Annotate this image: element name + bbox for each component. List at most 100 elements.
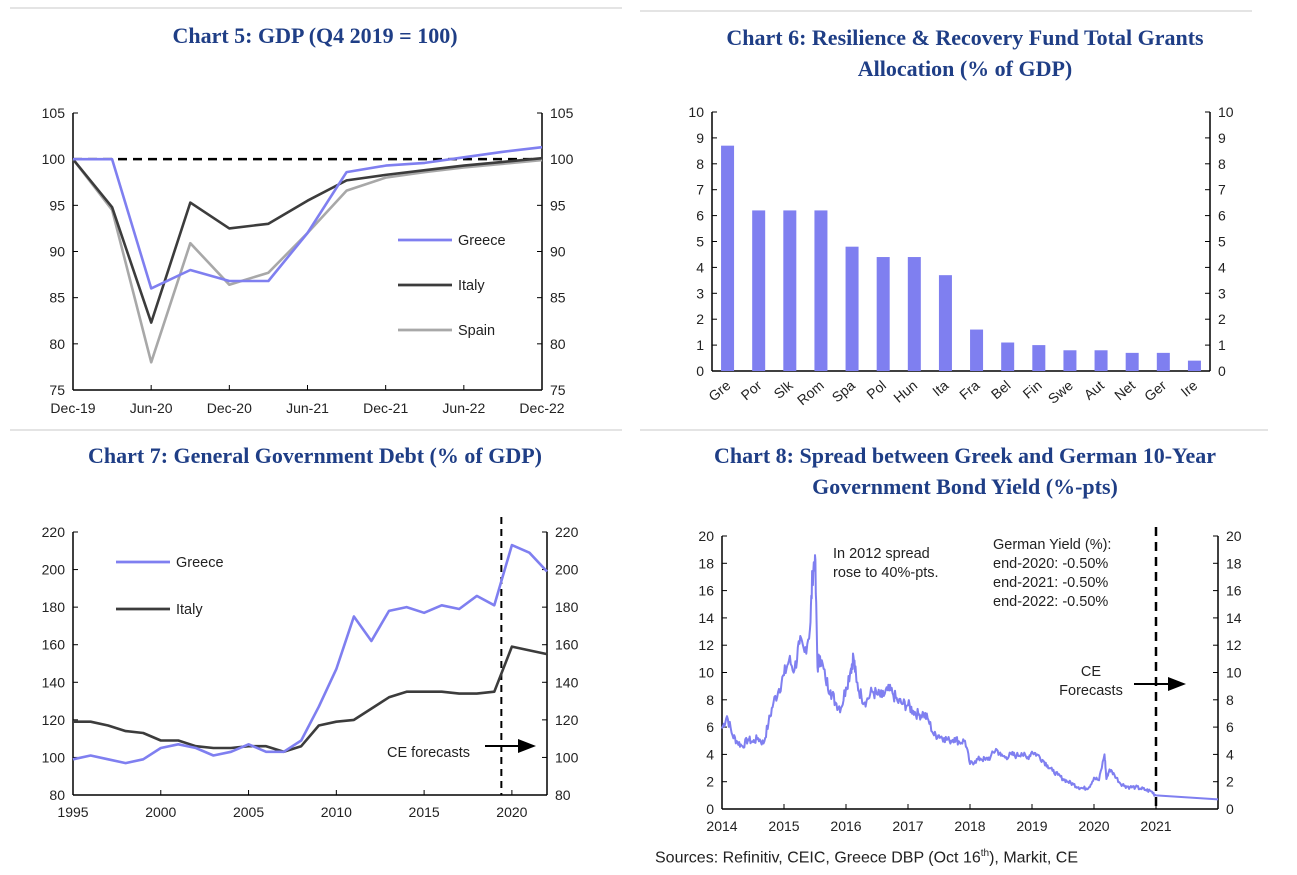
chart6-title-line1: Chart 6: Resilience & Recovery Fund Tota… [726,25,1204,50]
chart8-ytick-right: 8 [1226,692,1234,708]
chart5-xtick-label: Jun-22 [442,400,485,416]
sources-text-end: ), Markit, CE [989,849,1078,867]
chart5-ytick-left: 105 [42,105,66,121]
sources-note: Sources: Refinitiv, CEIC, Greece DBP (Oc… [655,848,1078,867]
chart8-ytick-left: 14 [698,610,714,626]
chart6-bar-rom [814,210,828,371]
chart5-legend-label-greece: Greece [458,233,506,249]
chart6-ytick-right: 6 [1218,208,1226,224]
chart6-ytick-right: 1 [1218,337,1226,353]
chart7-plot: 80 80 100 100 120 120 140 140 160 160 180 180 200 200… [42,517,579,820]
chart7-ytick-left: 160 [42,637,66,653]
chart8-ytick-left: 8 [706,692,714,708]
chart6-ytick-right: 2 [1218,311,1226,327]
chart8-annotation-spike: In 2012 spread [833,546,930,562]
chart7-forecast-label: CE forecasts [387,745,470,761]
chart6-bar-bel [1001,342,1015,371]
chart6-category-label: Bel [988,377,1014,402]
chart8-ytick-left: 0 [706,801,714,817]
chart5-ytick-right: 90 [550,244,566,260]
chart6-bar-fra [970,329,984,371]
chart6-ytick-left: 7 [696,182,704,198]
chart8-xtick-label: 2014 [706,818,737,834]
chart6-category-label: Aut [1081,377,1107,403]
chart8-ytick-right: 12 [1226,637,1242,653]
chart5-legend-label-spain: Spain [458,323,495,339]
chart6-bar-gre [721,145,735,371]
chart6-category-label: Pol [863,377,889,402]
chart6-bar-slk [783,210,797,371]
chart8-xtick-label: 2015 [768,818,799,834]
chart5-ytick-right: 85 [550,290,566,306]
chart7-xtick-label: 2010 [321,804,352,820]
chart6-category-label: Slk [771,376,797,401]
chart5-ytick-left: 75 [49,382,65,398]
chart7-ytick-left: 180 [42,599,66,615]
chart8-ytick-right: 2 [1226,774,1234,790]
chart7-xtick-label: 2015 [409,804,440,820]
chart5-series-italy [71,156,543,324]
chart8-annotation-german-yield: end-2020: -0.50% [993,556,1108,572]
chart6-bar-pol [876,257,890,371]
sources-text: Sources: Refinitiv, CEIC, Greece DBP (Oc… [655,849,981,867]
chart5-ytick-left: 80 [49,336,65,352]
chart7-ytick-right: 100 [555,749,579,765]
chart8-ytick-right: 14 [1226,610,1242,626]
chart6-bar-ire [1187,360,1201,371]
chart6-category-label: Hun [890,377,920,406]
chart6-ytick-left: 10 [688,104,704,120]
chart6-ytick-left: 4 [696,259,704,275]
chart7-forecast-arrow-head [518,739,536,753]
chart8-ytick-left: 18 [698,555,714,571]
chart6-ytick-right: 4 [1218,259,1226,275]
chart6-bar-aut [1094,350,1108,371]
chart8-ytick-right: 6 [1226,719,1234,735]
chart8-forecast-label: CE [1081,664,1101,680]
chart6-category-label: Ire [1178,377,1201,400]
chart7-ytick-left: 100 [42,749,66,765]
chart7-ytick-left: 140 [42,674,66,690]
chart7-ytick-left: 120 [42,712,66,728]
chart6-title-line2: Allocation (% of GDP) [858,56,1072,81]
chart5-ytick-left: 85 [49,290,65,306]
chart8-annotation-german-yield: end-2021: -0.50% [993,575,1108,591]
chart7-xtick-label: 2005 [233,804,264,820]
chart8-xtick-label: 2019 [1016,818,1047,834]
chart8-xtick-label: 2021 [1140,818,1171,834]
chart7-xtick-label: 2000 [145,804,176,820]
chart5-xtick-label: Dec-19 [50,400,95,416]
chart8-xtick-label: 2017 [892,818,923,834]
chart6-bar-ger [1156,352,1170,371]
chart8-ytick-right: 16 [1226,583,1242,599]
chart6-ytick-left: 6 [696,208,704,224]
chart6-ytick-left: 2 [696,311,704,327]
chart6-bar-hun [907,257,921,371]
chart8-annotation-spike: rose to 40%-pts. [833,565,939,581]
chart8-ytick-left: 20 [698,528,714,544]
chart8-ytick-right: 20 [1226,528,1242,544]
chart6-category-label: Swe [1045,377,1076,407]
chart8-title-line2: Government Bond Yield (%-pts) [812,474,1118,499]
chart6-category-label: Ita [929,377,951,399]
chart5-ytick-right: 105 [550,105,574,121]
chart6-ytick-right: 9 [1218,130,1226,146]
chart7-ytick-right: 220 [555,524,579,540]
chart6-ytick-right: 5 [1218,234,1226,250]
chart5-plot: 75 75 80 80 85 85 90 90 95 95 100 100 105 105 Dec-19 Ju… [42,105,574,416]
chart8-xtick-label: 2018 [954,818,985,834]
chart8-ytick-right: 18 [1226,555,1242,571]
chart7-ytick-left: 80 [49,787,65,803]
chart8-series-spread [721,554,1219,801]
chart6-category-label: Ger [1141,377,1169,404]
chart8-annotation-german-yield: end-2022: -0.50% [993,594,1108,610]
chart7-xtick-label: 1995 [57,804,88,820]
chart5-xtick-label: Dec-20 [207,400,252,416]
chart6-ytick-left: 9 [696,130,704,146]
chart5-ytick-left: 90 [49,244,65,260]
chart6-bar-por [752,210,766,371]
chart8-title-line1: Chart 8: Spread between Greek and German… [714,443,1216,468]
chart6-ytick-right: 8 [1218,156,1226,172]
chart7-ytick-right: 200 [555,562,579,578]
chart8-ytick-left: 2 [706,774,714,790]
